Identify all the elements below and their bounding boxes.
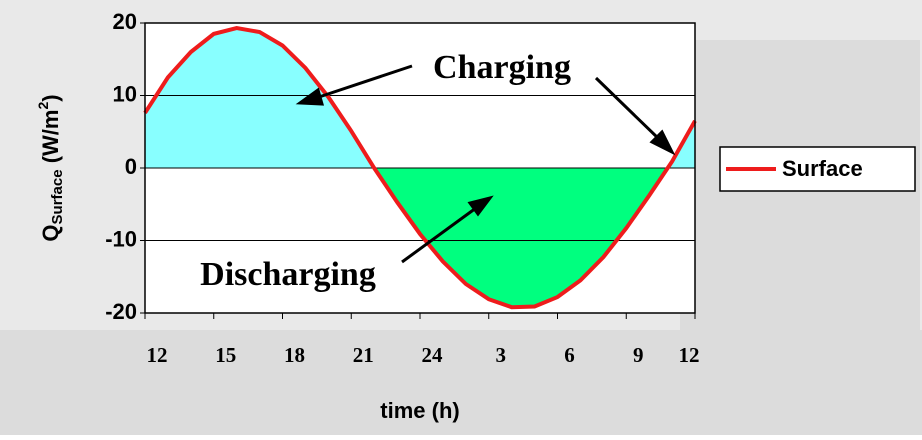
x-tick-label: 21 (353, 343, 374, 367)
x-axis-label: time (h) (380, 398, 459, 423)
arrows (295, 64, 676, 264)
y-tick-label: 20 (113, 9, 137, 34)
y-tick-label: 0 (125, 154, 137, 179)
y-axis-label-part: Surface (49, 169, 66, 224)
area-positive (145, 28, 695, 168)
x-tick-label: 12 (147, 343, 168, 367)
x-tick-label: 6 (564, 343, 575, 367)
x-tick-label: 18 (284, 343, 305, 367)
y-axis-label-part: ) (38, 94, 63, 101)
y-tick-label: -20 (105, 299, 137, 324)
legend-label: Surface (782, 156, 863, 181)
annotation: Charging (433, 49, 571, 86)
y-axis-label-part: 2 (35, 102, 51, 110)
background-texture (0, 330, 922, 435)
x-tick-label: 15 (215, 343, 236, 367)
x-tick-label: 24 (422, 343, 444, 367)
area-negative (145, 168, 695, 308)
annotation: Discharging (200, 256, 376, 293)
line (143, 26, 697, 310)
y-tick-label: 10 (113, 81, 137, 106)
y-axis-label: QSurface (W/m2) (35, 94, 66, 241)
y-axis-label-part: (W/m (38, 110, 63, 170)
y-axis-label-part: Q (38, 224, 63, 241)
x-tick-label: 9 (633, 343, 644, 367)
x-tick-label: 3 (496, 343, 507, 367)
y-tick-label: -10 (105, 226, 137, 251)
x-tick-label: 12 (679, 343, 700, 367)
